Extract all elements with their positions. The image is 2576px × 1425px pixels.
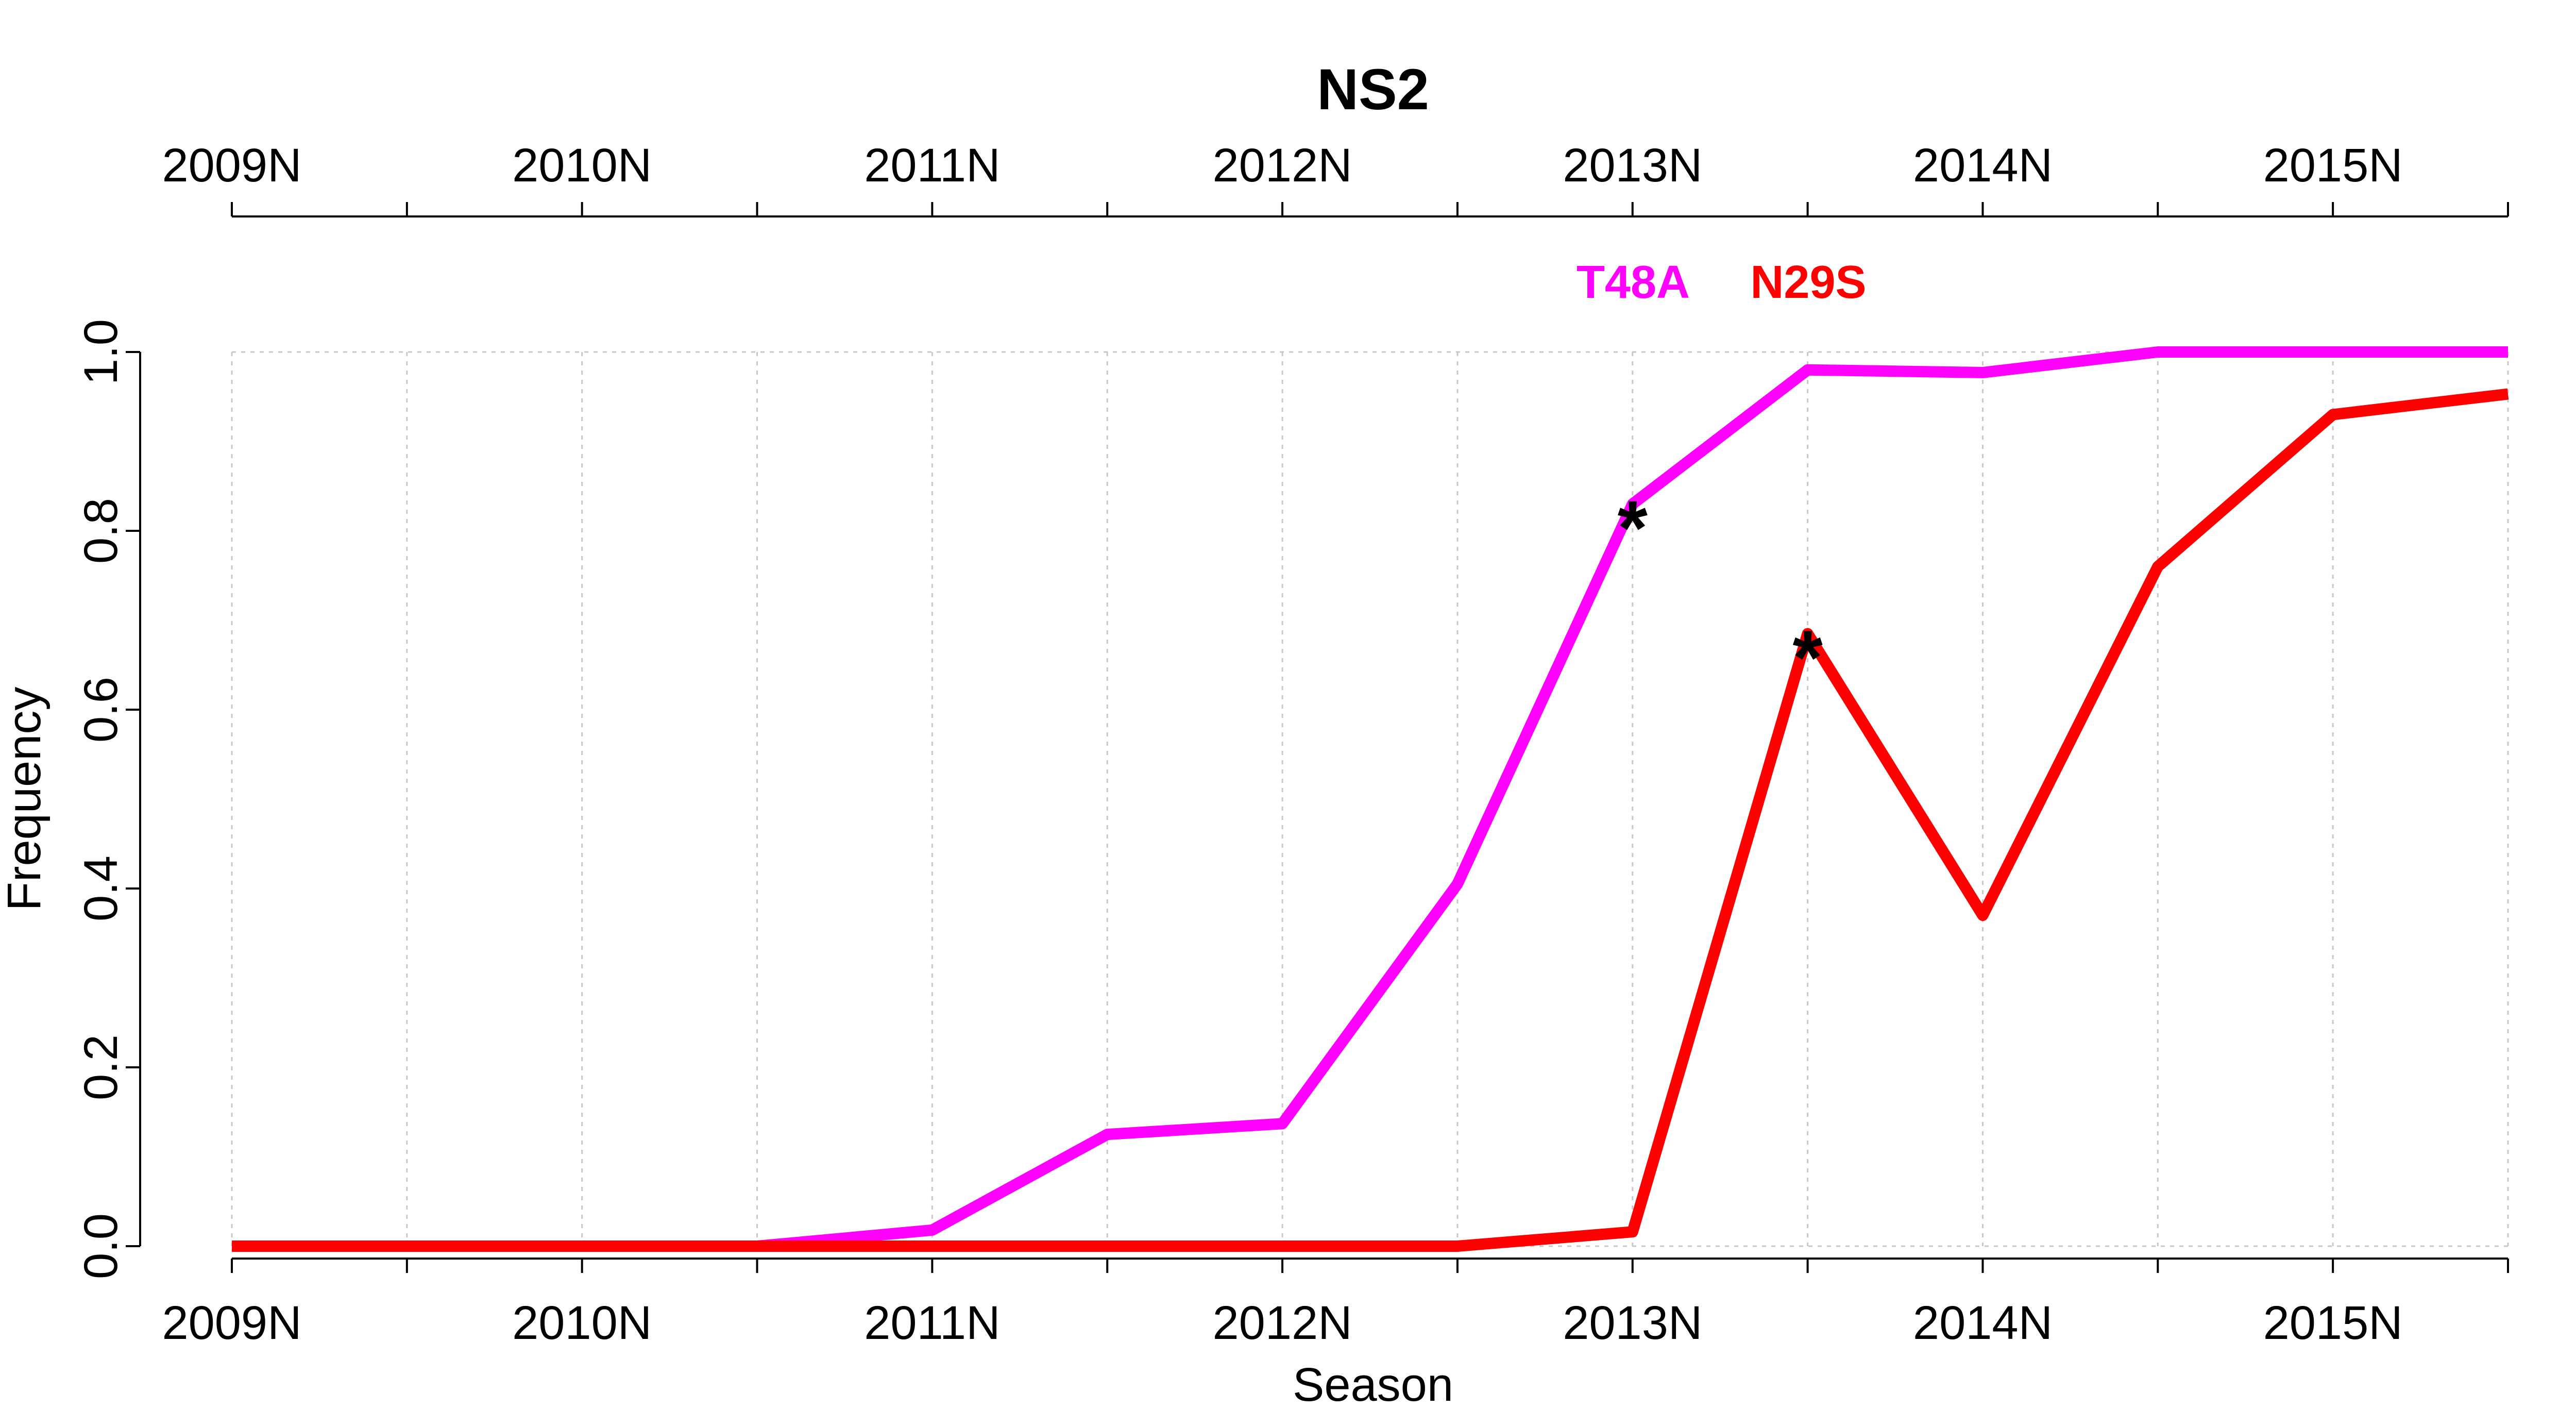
legend-label-n29s: N29S <box>1750 257 1866 308</box>
x-tick-label-top: 2014N <box>1913 139 2053 192</box>
chart-title: NS2 <box>1317 57 1429 122</box>
x-tick-label-top: 2011N <box>864 139 1000 192</box>
x-tick-label-bottom: 2010N <box>512 1297 652 1349</box>
y-tick-label: 1.0 <box>75 319 127 385</box>
x-tick-label-top: 2009N <box>162 139 301 192</box>
axes: 2009N 2010N 2011N 2012N 2013N 2014N 2015N 2009N… <box>75 139 2509 1349</box>
x-axis-title: Season <box>1293 1359 1453 1411</box>
x-tick-label-bottom: 2011N <box>864 1297 1000 1349</box>
y-tick-label: 0.4 <box>75 856 127 921</box>
x-tick-label-top: 2010N <box>512 139 652 192</box>
significance-marker: * <box>1792 614 1823 701</box>
legend-label-t48a: T48A <box>1577 257 1690 308</box>
x-tick-label-top: 2013N <box>1563 139 1702 192</box>
series-lines <box>232 346 2509 1252</box>
x-tick-label-bottom: 2012N <box>1213 1297 1352 1349</box>
significance-marker: * <box>1618 484 1648 571</box>
series-line-t48a <box>232 346 2508 1252</box>
x-tick-label-bottom: 2009N <box>162 1297 301 1349</box>
series-line-n29s <box>232 388 2509 1252</box>
y-tick-label: 0.8 <box>75 498 127 564</box>
x-tick-label-bottom: 2013N <box>1563 1297 1702 1349</box>
x-tick-label-bottom: 2015N <box>2263 1297 2403 1349</box>
x-tick-label-bottom: 2014N <box>1913 1297 2053 1349</box>
annotations: ** <box>1618 484 1823 701</box>
y-tick-label: 0.0 <box>75 1213 127 1279</box>
grid <box>231 351 2509 1247</box>
x-tick-label-top: 2012N <box>1213 139 1352 192</box>
y-tick-label: 0.2 <box>75 1034 127 1100</box>
y-axis-title: Frequency <box>0 687 50 911</box>
y-tick-label: 0.6 <box>75 677 127 743</box>
x-tick-label-top: 2015N <box>2263 139 2403 192</box>
